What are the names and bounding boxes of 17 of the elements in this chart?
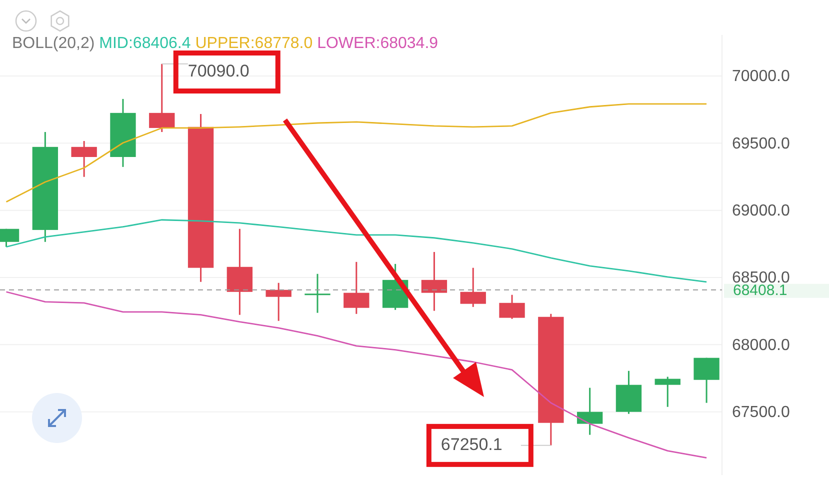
y-tick-label: 68000.0 <box>732 336 790 354</box>
text: LOWER:68034.9 <box>317 35 438 52</box>
line-series <box>6 291 708 459</box>
line-series <box>6 219 708 283</box>
y-tick-label: 69000.0 <box>732 202 790 220</box>
candlestick <box>304 273 330 314</box>
y-tick-label: 69500.0 <box>732 135 790 152</box>
annotation: 67250.1 <box>440 434 502 454</box>
ref-line-label: 68408.1 <box>733 282 788 299</box>
candlestick <box>654 376 680 408</box>
y-tick-label: 70000.0 <box>732 68 790 86</box>
text: MID:68406.4 <box>99 35 196 52</box>
line-series <box>6 103 708 203</box>
annotation: 70090.0 <box>188 61 250 80</box>
text: UPPER:68778.0 <box>195 35 318 52</box>
y-tick-label: 67500.0 <box>732 404 790 421</box>
legend-title: BOLL(20,2) <box>12 35 100 52</box>
